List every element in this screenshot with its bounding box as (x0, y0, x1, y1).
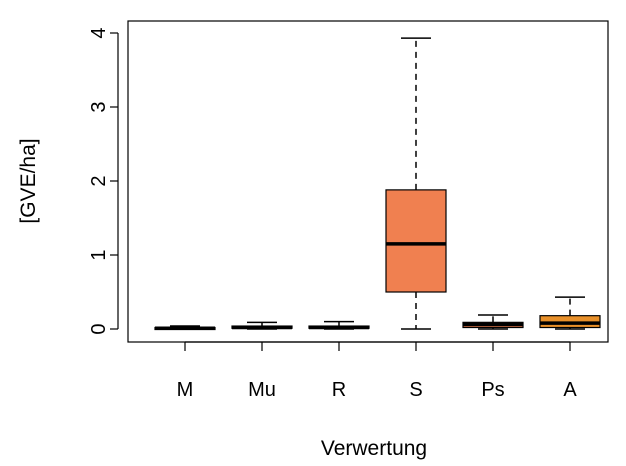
y-axis: 0 1 2 3 4 (88, 27, 119, 335)
plot-frame (127, 20, 609, 343)
x-axis: M Mu R S Ps A (177, 341, 577, 401)
box-R (308, 320, 370, 330)
x-tick-label: Ps (481, 379, 504, 401)
x-tick-label: S (409, 379, 422, 401)
box-M (154, 325, 216, 331)
box-Mu (231, 321, 293, 330)
x-tick-label: A (563, 379, 577, 401)
x-tick-label: Mu (248, 379, 276, 401)
y-tick-label: 1 (88, 249, 110, 260)
x-axis-title: Verwertung (321, 437, 427, 460)
boxes (154, 37, 601, 331)
y-tick-label: 3 (88, 101, 110, 112)
box-S (385, 37, 447, 330)
y-tick-label: 4 (88, 27, 110, 38)
box-A (539, 296, 601, 330)
y-axis-title: [GVE/ha] (17, 138, 40, 223)
x-tick-label: R (332, 379, 346, 401)
x-tick-label: M (177, 379, 194, 401)
y-tick-label: 2 (88, 175, 110, 186)
box-body (385, 189, 447, 293)
box-Ps (462, 314, 524, 330)
y-tick-label: 0 (88, 323, 110, 334)
